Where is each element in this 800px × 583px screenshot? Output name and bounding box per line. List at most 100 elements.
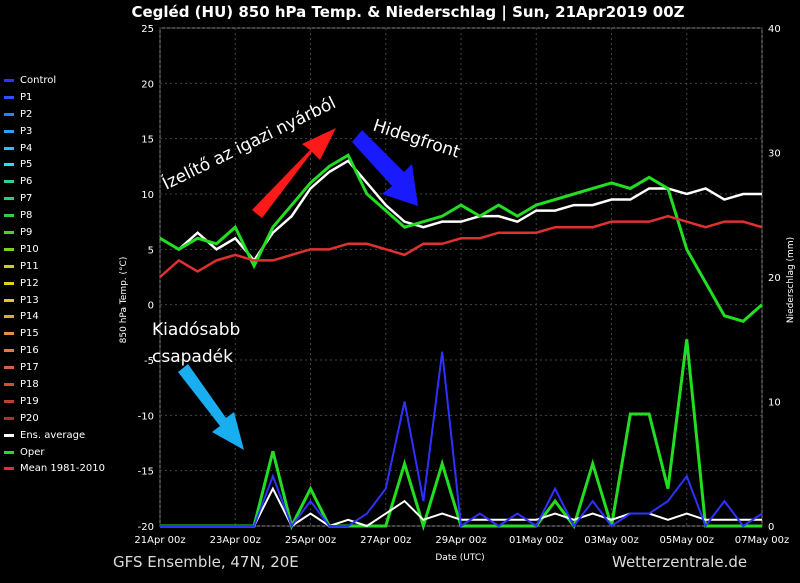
legend-label: P10 [20,243,39,255]
legend-swatch [4,78,14,82]
legend-swatch [4,315,14,319]
y-tick-right: 10 [768,398,781,409]
legend-swatch [4,214,14,218]
footer-source: GFS Ensemble, 47N, 20E [113,553,299,571]
y-tick-left: 15 [141,135,154,146]
x-tick: 21Apr 00z [134,535,185,546]
cyan-arrow [178,364,244,450]
blue-arrow [352,130,418,206]
legend-label: P13 [20,294,39,306]
legend-label: P17 [20,362,39,374]
x-axis-label: Date (UTC) [435,553,484,563]
y-tick-right: 0 [768,522,774,533]
temp-line [159,214,763,278]
legend-item: Control [4,72,105,89]
legend-swatch [4,349,14,353]
legend-swatch [4,332,14,336]
legend-item: P18 [4,376,105,393]
legend-label: P5 [20,159,33,171]
red-arrow [252,128,336,218]
y-axis-right-label: Niederschlag (mm) [786,237,796,323]
y-tick-left: -20 [138,522,154,533]
legend-swatch [4,416,14,420]
legend-swatch [4,264,14,268]
legend-item: P14 [4,308,105,325]
x-tick: 07May 00z [735,535,790,546]
precip-series [160,339,763,532]
legend-swatch [4,112,14,116]
footer-credit: Wetterzentrale.de [612,553,748,571]
legend-label: P6 [20,176,33,188]
legend-item: P4 [4,140,105,157]
legend: Control P1 P2 P3 P4 P5 P6 P7 P8 P9 P10 P11 P12 P13 P14… [4,72,105,477]
legend-swatch [4,366,14,370]
legend-item: P12 [4,275,105,292]
y-tick-right: 40 [768,24,781,35]
legend-swatch [4,95,14,99]
legend-item: P20 [4,410,105,427]
legend-swatch [4,129,14,133]
legend-item: P7 [4,190,105,207]
y-axis-left: 25 20 15 10 5 0 -5 -10 -15 -20 [138,24,154,533]
legend-label: Oper [20,446,45,458]
legend-item: P16 [4,342,105,359]
annotation-rain-2: csapadék [152,347,233,367]
legend-item: Mean 1981-2010 [4,460,105,477]
legend-item: P11 [4,258,105,275]
temp-line [159,153,763,323]
legend-item: P19 [4,393,105,410]
legend-swatch [4,298,14,302]
temp-series [159,153,763,323]
x-tick: 27Apr 00z [360,535,411,546]
x-tick: 05May 00z [659,535,714,546]
y-tick-left: 25 [141,24,154,35]
y-axis-right: 40 30 20 10 0 [768,24,781,533]
precip-line [160,351,763,529]
legend-label: P4 [20,142,33,154]
legend-item: P6 [4,173,105,190]
legend-label: P11 [20,260,39,272]
temp-line [159,159,762,263]
y-tick-right: 20 [768,273,781,284]
legend-label: P15 [20,328,39,340]
x-tick: 29Apr 00z [435,535,486,546]
legend-label: P14 [20,311,39,323]
legend-swatch [4,163,14,167]
y-axis-left-label: 850 hPa Temp. (°C) [119,257,129,344]
x-tick: 01May 00z [509,535,564,546]
legend-label: P7 [20,193,33,205]
annotation-rain-1: Kiadósabb [152,320,240,340]
legend-item: P1 [4,89,105,106]
legend-swatch [4,281,14,285]
legend-swatch [4,467,14,471]
precip-line [160,339,762,532]
y-tick-left: 10 [141,190,154,201]
legend-swatch [4,433,14,437]
legend-swatch [4,197,14,201]
legend-label: Ens. average [20,429,86,441]
y-tick-left: -5 [144,356,154,367]
legend-swatch [4,230,14,234]
legend-label: P1 [20,91,33,103]
legend-label: Mean 1981-2010 [20,463,105,475]
legend-swatch [4,399,14,403]
y-tick-left: -15 [138,467,154,478]
legend-label: P8 [20,210,33,222]
legend-swatch [4,247,14,251]
y-tick-left: -10 [138,411,154,422]
x-tick: 03May 00z [584,535,639,546]
legend-label: P2 [20,108,33,120]
legend-item: Ens. average [4,427,105,444]
chart-title: Cegléd (HU) 850 hPa Temp. & Niederschlag… [131,3,684,22]
y-tick-left: 0 [148,301,154,312]
legend-label: P18 [20,378,39,390]
legend-label: P9 [20,226,33,238]
legend-item: P17 [4,359,105,376]
x-tick: 25Apr 00z [285,535,336,546]
legend-item: P8 [4,207,105,224]
legend-label: P16 [20,345,39,357]
legend-item: P5 [4,156,105,173]
legend-label: P20 [20,412,39,424]
legend-swatch [4,382,14,386]
